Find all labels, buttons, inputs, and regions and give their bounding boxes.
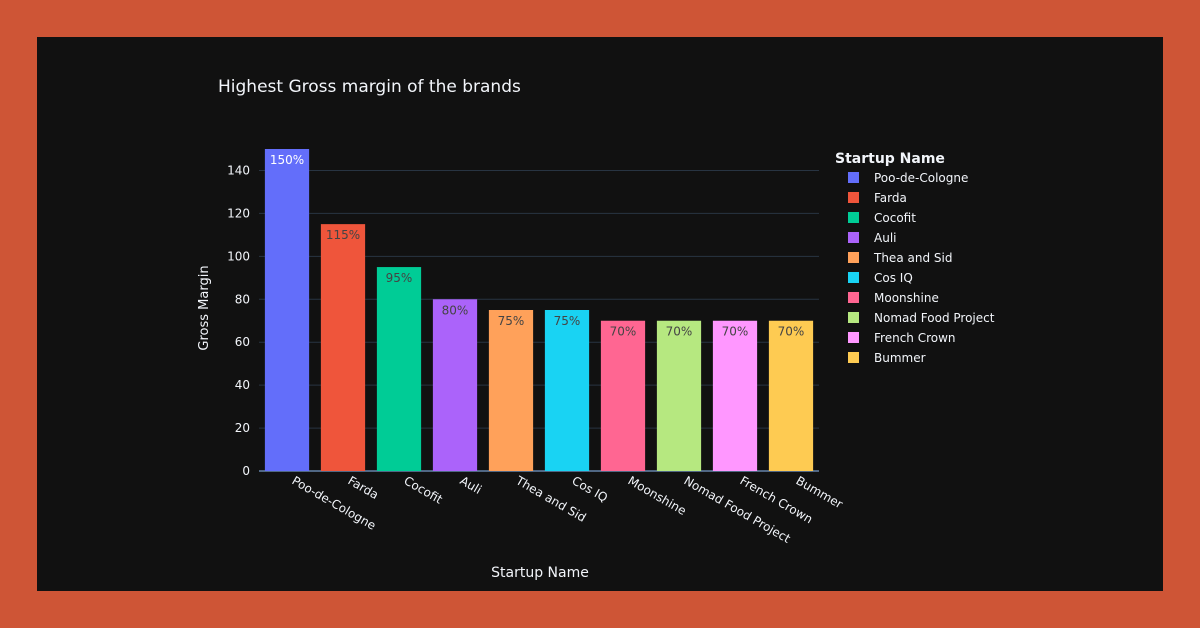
y-axis-ticks: 0 20 40 60 80 100 120 140 bbox=[227, 163, 250, 478]
bar-3 bbox=[432, 299, 478, 471]
legend-item[interactable]: Cos IQ bbox=[848, 271, 913, 285]
data-label: 75% bbox=[498, 314, 525, 328]
data-label: 75% bbox=[554, 314, 581, 328]
y-tick-label: 80 bbox=[235, 292, 250, 306]
legend-item[interactable]: Moonshine bbox=[848, 291, 939, 305]
bar-2 bbox=[376, 267, 422, 471]
bar-1 bbox=[320, 224, 366, 471]
legend-swatch bbox=[848, 252, 859, 263]
y-axis-title: Gross Margin bbox=[197, 265, 212, 350]
data-label: 115% bbox=[326, 228, 360, 242]
legend-swatch bbox=[848, 172, 859, 183]
chart-title: Highest Gross margin of the brands bbox=[218, 77, 521, 97]
bar-8 bbox=[712, 320, 758, 471]
bar-4 bbox=[488, 310, 534, 471]
legend-label: Cocofit bbox=[874, 211, 916, 225]
bar-chart: Highest Gross margin of the brands 0 20 40… bbox=[37, 37, 1163, 591]
x-axis-title: Startup Name bbox=[491, 565, 589, 581]
data-label: 70% bbox=[778, 325, 805, 339]
legend-label: Bummer bbox=[874, 351, 926, 365]
legend-swatch bbox=[848, 212, 859, 223]
y-tick-label: 100 bbox=[227, 249, 250, 263]
y-tick-label: 120 bbox=[227, 206, 250, 220]
legend-label: French Crown bbox=[874, 331, 956, 345]
data-label: 70% bbox=[610, 325, 637, 339]
legend-swatch bbox=[848, 192, 859, 203]
legend-label: Nomad Food Project bbox=[874, 311, 995, 325]
legend-label: Thea and Sid bbox=[873, 251, 952, 265]
legend-swatch bbox=[848, 232, 859, 243]
bar-7 bbox=[656, 320, 702, 471]
y-tick-label: 60 bbox=[235, 335, 250, 349]
data-label: 70% bbox=[722, 325, 749, 339]
legend-item[interactable]: Cocofit bbox=[848, 211, 916, 225]
legend-label: Farda bbox=[874, 191, 907, 205]
legend-label: Cos IQ bbox=[874, 271, 913, 285]
data-label: 80% bbox=[442, 303, 469, 317]
bar-5 bbox=[544, 310, 590, 471]
legend-item[interactable]: Farda bbox=[848, 191, 907, 205]
y-tick-label: 0 bbox=[242, 464, 250, 478]
legend-item[interactable]: Poo-de-Cologne bbox=[848, 171, 968, 185]
legend-swatch bbox=[848, 352, 859, 363]
y-tick-label: 20 bbox=[235, 421, 250, 435]
data-label: 70% bbox=[666, 325, 693, 339]
legend-swatch bbox=[848, 292, 859, 303]
legend-swatch bbox=[848, 312, 859, 323]
bar-9 bbox=[768, 320, 814, 471]
legend-item[interactable]: French Crown bbox=[848, 331, 956, 345]
legend-item[interactable]: Nomad Food Project bbox=[848, 311, 995, 325]
bars bbox=[264, 149, 814, 471]
legend-item[interactable]: Thea and Sid bbox=[848, 251, 952, 265]
y-tick-label: 40 bbox=[235, 378, 250, 392]
chart-panel: Highest Gross margin of the brands 0 20 40… bbox=[37, 37, 1163, 591]
legend-title: Startup Name bbox=[835, 151, 945, 167]
data-label: 150% bbox=[270, 153, 304, 167]
legend-swatch bbox=[848, 332, 859, 343]
bar-0 bbox=[264, 149, 310, 471]
chart-background bbox=[37, 37, 1163, 591]
bar-6 bbox=[600, 320, 646, 471]
legend-swatch bbox=[848, 272, 859, 283]
legend-item[interactable]: Bummer bbox=[848, 351, 926, 365]
data-label: 95% bbox=[386, 271, 413, 285]
data-labels: 150% 115% 95% 80% 75% 75% 70% 70% 70% 70% bbox=[270, 153, 804, 339]
legend-label: Moonshine bbox=[874, 291, 939, 305]
legend-label: Auli bbox=[874, 231, 896, 245]
y-tick-label: 140 bbox=[227, 163, 250, 177]
legend: Poo-de-Cologne Farda Cocofit Auli Thea and S… bbox=[848, 171, 995, 365]
legend-label: Poo-de-Cologne bbox=[874, 171, 968, 185]
legend-item[interactable]: Auli bbox=[848, 231, 896, 245]
